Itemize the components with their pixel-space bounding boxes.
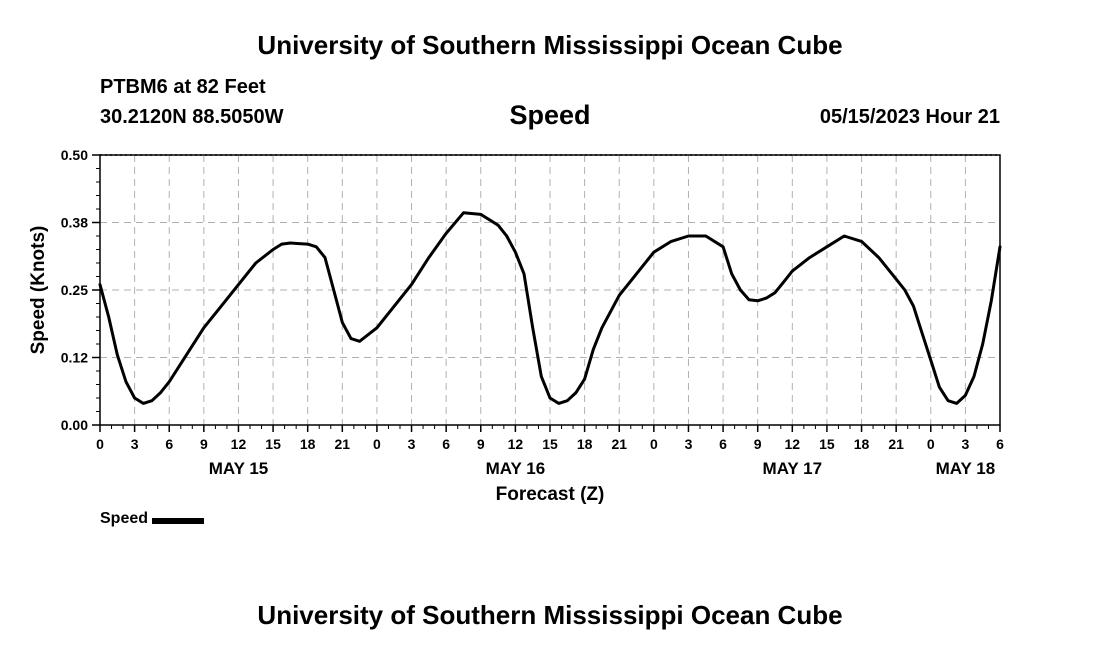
x-tick-label: 0	[927, 436, 935, 452]
coordinates-label: 30.2120N 88.5050W	[100, 106, 284, 128]
x-tick-label: 6	[996, 436, 1004, 452]
x-tick-label: 9	[754, 436, 762, 452]
x-tick-label: 6	[165, 436, 173, 452]
x-tick-label: 6	[442, 436, 450, 452]
x-tick-label: 21	[335, 436, 351, 452]
y-axis-title: Speed (Knots)	[28, 226, 49, 355]
chart-title-top: University of Southern Mississippi Ocean…	[257, 30, 843, 60]
y-tick-label: 0.00	[61, 417, 88, 433]
y-tick-label: 0.38	[61, 215, 88, 231]
x-tick-label: 15	[265, 436, 281, 452]
series-line-speed	[98, 211, 1002, 405]
series-layer	[98, 211, 1002, 405]
date-label: MAY 17	[763, 459, 823, 478]
x-tick-label: 0	[96, 436, 104, 452]
x-tick-label: 15	[542, 436, 558, 452]
plot-frame	[99, 154, 1001, 426]
x-tick-label: 21	[611, 436, 627, 452]
date-label: MAY 18	[936, 459, 996, 478]
x-axis-title: Forecast (Z)	[496, 484, 605, 505]
parameter-title: Speed	[509, 100, 591, 130]
x-tick-label: 9	[200, 436, 208, 452]
y-tick-label: 0.50	[61, 147, 88, 163]
axis-tick-labels: 0 3 6 9 12 15 18 21 0 3 6 9 12 15 18 21 0 3 6 9 12 15 18 21 0 3 6M…	[61, 147, 1004, 478]
y-tick-label: 0.25	[61, 282, 88, 298]
legend-label: Speed	[100, 510, 149, 527]
x-tick-label: 3	[408, 436, 416, 452]
x-tick-label: 3	[685, 436, 693, 452]
station-label: PTBM6 at 82 Feet	[100, 76, 266, 98]
x-tick-label: 15	[819, 436, 835, 452]
x-tick-label: 18	[577, 436, 593, 452]
x-tick-label: 9	[477, 436, 485, 452]
x-tick-label: 21	[888, 436, 904, 452]
date-label: MAY 15	[209, 459, 269, 478]
legend: Speed	[100, 510, 205, 528]
x-tick-label: 12	[508, 436, 524, 452]
x-tick-label: 6	[719, 436, 727, 452]
x-tick-label: 12	[231, 436, 247, 452]
x-tick-label: 0	[373, 436, 381, 452]
x-tick-label: 3	[961, 436, 969, 452]
x-tick-label: 0	[650, 436, 658, 452]
x-tick-label: 3	[131, 436, 139, 452]
legend-swatch	[152, 517, 205, 524]
x-tick-label: 12	[785, 436, 801, 452]
date-label: MAY 16	[486, 459, 546, 478]
y-tick-label: 0.12	[61, 350, 88, 366]
x-tick-label: 18	[300, 436, 316, 452]
datetime-label: 05/15/2023 Hour 21	[819, 106, 1000, 128]
chart-title-bottom: University of Southern Mississippi Ocean…	[257, 600, 843, 630]
x-tick-label: 18	[854, 436, 870, 452]
